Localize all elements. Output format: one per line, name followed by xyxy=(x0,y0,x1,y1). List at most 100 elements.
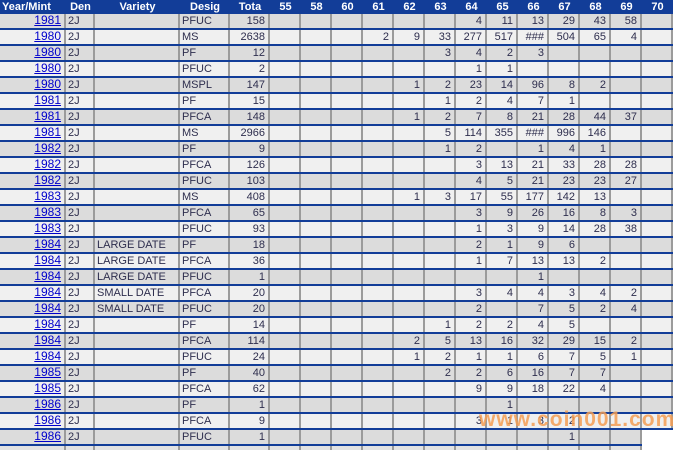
table-row: 1980 2J PF 12 3 4 2 3 xyxy=(0,46,673,62)
year-link[interactable]: 1982 xyxy=(0,142,66,156)
year-link[interactable]: 1983 xyxy=(0,206,66,220)
table-row: 1981 2J MS 2966 5 114 355 ### 996 146 xyxy=(0,126,673,142)
grade-cell-61 xyxy=(363,318,394,332)
variety-cell xyxy=(95,190,180,204)
den-cell: 2J xyxy=(66,190,95,204)
grade-cell-55 xyxy=(270,414,301,428)
grade-cell-70 xyxy=(642,110,673,124)
year-link[interactable]: 1984 xyxy=(0,270,66,284)
grade-cell-62 xyxy=(394,430,425,444)
year-link[interactable]: 1984 xyxy=(0,318,66,332)
year-link[interactable]: 1984 xyxy=(0,286,66,300)
grade-cell-62 xyxy=(394,318,425,332)
year-link[interactable]: 1982 xyxy=(0,174,66,188)
year-link[interactable]: 1983 xyxy=(0,190,66,204)
year-link[interactable]: 1984 xyxy=(0,334,66,348)
year-link[interactable]: 1981 xyxy=(0,126,66,140)
table-row: 1980 2J MS 2638 2 9 33 277 517 ### 504 65 4 xyxy=(0,30,673,46)
variety-cell xyxy=(95,414,180,428)
column-header-den: Den xyxy=(70,1,91,13)
grade-cell-69: 3 xyxy=(611,206,642,220)
grade-cell-62 xyxy=(394,206,425,220)
grade-cell-69 xyxy=(611,398,642,412)
year-link[interactable]: 1986 xyxy=(0,430,66,444)
year-link[interactable]: 1981 xyxy=(0,94,66,108)
desig-cell: PFCA xyxy=(180,382,230,396)
empty-cell xyxy=(332,446,363,450)
grade-cell-68: 15 xyxy=(580,334,611,348)
grade-cell-55 xyxy=(270,46,301,60)
total-cell: 2638 xyxy=(230,30,270,44)
grade-cell-65: 8 xyxy=(487,110,518,124)
grade-cell-65: 3 xyxy=(487,222,518,236)
grade-cell-66: 96 xyxy=(518,78,549,92)
year-link[interactable]: 1982 xyxy=(0,158,66,172)
grade-cell-63 xyxy=(425,414,456,428)
grade-cell-65: 1 xyxy=(487,238,518,252)
grade-cell-70 xyxy=(642,206,673,220)
grade-cell-66: 32 xyxy=(518,334,549,348)
grade-cell-66: 26 xyxy=(518,206,549,220)
year-link[interactable]: 1980 xyxy=(0,46,66,60)
year-link[interactable]: 1980 xyxy=(0,30,66,44)
desig-cell: PFCA xyxy=(180,158,230,172)
grade-cell-64 xyxy=(456,270,487,284)
table-row: 1984 2J PFUC 24 1 2 1 1 6 7 5 1 xyxy=(0,350,673,366)
grade-cell-55 xyxy=(270,254,301,268)
grade-cell-61 xyxy=(363,366,394,380)
grade-cell-66: ### xyxy=(518,126,549,140)
grade-cell-68: 43 xyxy=(580,14,611,28)
grade-cell-69: 37 xyxy=(611,110,642,124)
desig-cell: PFUC xyxy=(180,14,230,28)
total-cell: 18 xyxy=(230,238,270,252)
grade-cell-64: 3 xyxy=(456,206,487,220)
year-link[interactable]: 1984 xyxy=(0,350,66,364)
year-link[interactable]: 1981 xyxy=(0,14,66,28)
empty-cell xyxy=(518,446,549,450)
grade-cell-63: 2 xyxy=(425,78,456,92)
table-row: 1982 2J PFCA 126 3 13 21 33 28 28 xyxy=(0,158,673,174)
total-cell: 15 xyxy=(230,94,270,108)
grade-cell-70 xyxy=(642,398,673,412)
table-row: 1986 2J PFUC 1 1 xyxy=(0,430,673,446)
year-link[interactable]: 1983 xyxy=(0,222,66,236)
variety-cell xyxy=(95,30,180,44)
grade-cell-61 xyxy=(363,62,394,76)
year-link[interactable]: 1984 xyxy=(0,238,66,252)
year-link[interactable]: 1985 xyxy=(0,366,66,380)
total-cell: 20 xyxy=(230,302,270,316)
year-link[interactable]: 1986 xyxy=(0,414,66,428)
table-row: 1984 2J PFCA 114 2 5 13 16 32 29 15 2 xyxy=(0,334,673,350)
empty-cell xyxy=(549,446,580,450)
grade-cell-62 xyxy=(394,286,425,300)
grade-cell-60 xyxy=(332,62,363,76)
year-link[interactable]: 1980 xyxy=(0,78,66,92)
grade-cell-55 xyxy=(270,126,301,140)
year-link[interactable]: 1981 xyxy=(0,110,66,124)
year-link[interactable]: 1980 xyxy=(0,62,66,76)
grade-cell-68: 28 xyxy=(580,158,611,172)
table-row: 1981 2J PFCA 148 1 2 7 8 21 28 44 37 xyxy=(0,110,673,126)
year-link[interactable]: 1984 xyxy=(0,302,66,316)
column-header-67: 67 xyxy=(558,1,571,13)
grade-cell-62: 1 xyxy=(394,190,425,204)
empty-cell xyxy=(487,446,518,450)
grade-cell-67 xyxy=(549,46,580,60)
table-row: 1983 2J MS 408 1 3 17 55 177 142 13 xyxy=(0,190,673,206)
year-link[interactable]: 1985 xyxy=(0,382,66,396)
year-link[interactable]: 1984 xyxy=(0,254,66,268)
column-header-70: 70 xyxy=(651,1,664,13)
grade-cell-65 xyxy=(487,430,518,444)
grade-cell-63: 33 xyxy=(425,30,456,44)
variety-cell xyxy=(95,398,180,412)
grade-cell-69 xyxy=(611,270,642,284)
grade-cell-67: 4 xyxy=(549,142,580,156)
grade-cell-64: 1 xyxy=(456,254,487,268)
year-link[interactable]: 1986 xyxy=(0,398,66,412)
grade-cell-61 xyxy=(363,94,394,108)
desig-cell: PFUC xyxy=(180,302,230,316)
variety-cell xyxy=(95,206,180,220)
grade-cell-65 xyxy=(487,142,518,156)
grade-cell-58 xyxy=(301,366,332,380)
table-row: 1986 2J PF 1 1 xyxy=(0,398,673,414)
